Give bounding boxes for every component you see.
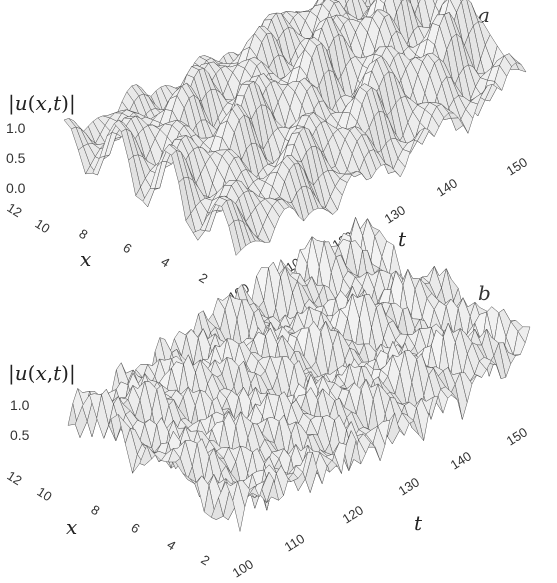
panel-b-zlabel: |u(x,t)| bbox=[8, 361, 76, 386]
panel-b-ttick: 130 bbox=[396, 474, 422, 498]
panel-a-ttick: 130 bbox=[382, 202, 408, 226]
panel-a-tlabel: t bbox=[398, 227, 407, 251]
panel-b: b |u(x,t)| 1.0 0.5 12 10 8 6 4 2 x 100 1… bbox=[4, 216, 531, 581]
panel-a-xtick: 4 bbox=[158, 254, 172, 271]
panel-b-xtick: 12 bbox=[4, 468, 24, 488]
surface-a bbox=[63, 0, 527, 256]
panel-b-xtick: 2 bbox=[198, 552, 212, 569]
panel-a-ztick: 0.5 bbox=[6, 150, 26, 166]
panel-a-zlabel: |u(x,t)| bbox=[8, 91, 76, 116]
panel-a-ttick: 140 bbox=[434, 175, 460, 199]
panel-a-ttick: 150 bbox=[504, 154, 530, 178]
panel-b-ttick: 120 bbox=[340, 502, 366, 526]
panel-a-xtick: 6 bbox=[120, 240, 134, 257]
panel-a-xtick: 8 bbox=[76, 226, 90, 243]
panel-b-zlabel-part: ( bbox=[28, 361, 36, 385]
panel-a-zlabel-part: ( bbox=[28, 91, 36, 115]
panel-b-ttick: 140 bbox=[448, 448, 474, 472]
panel-a-zlabel-part: | bbox=[8, 91, 15, 116]
surface-b bbox=[67, 216, 531, 532]
panel-a-zlabel-part: x bbox=[35, 91, 46, 115]
panel-a-xtick: 12 bbox=[4, 200, 24, 220]
panel-a-xlabel: x bbox=[80, 247, 91, 271]
panel-a-zlabel-part: u bbox=[15, 91, 28, 115]
panel-b-zlabel-part: )| bbox=[61, 361, 76, 386]
panel-a-zlabel-part: t bbox=[53, 91, 62, 115]
panel-b-label: b bbox=[478, 281, 491, 305]
panel-a-zlabel-part: )| bbox=[61, 91, 76, 116]
panel-b-xtick: 8 bbox=[88, 502, 102, 519]
panel-b-zlabel-part: x bbox=[35, 361, 46, 385]
panel-b-xlabel: x bbox=[66, 515, 77, 539]
panel-a-label: a bbox=[478, 3, 490, 27]
surface-cell bbox=[344, 0, 349, 5]
panel-a-ztick: 0.0 bbox=[6, 180, 26, 196]
surface-cell bbox=[232, 480, 246, 532]
panel-b-zlabel-part: u bbox=[15, 361, 28, 385]
panel-b-zlabel-part: | bbox=[8, 361, 15, 386]
panel-a-xtick: 10 bbox=[32, 216, 52, 236]
panel-b-zlabel-part: t bbox=[53, 361, 62, 385]
panel-a-ztick: 1.0 bbox=[6, 120, 26, 136]
panel-a: a |u(x,t)| 1.0 0.5 0.0 12 10 8 6 4 2 x 1… bbox=[4, 0, 530, 305]
panel-a-zlabel-part: , bbox=[47, 91, 53, 115]
panel-b-ttick: 100 bbox=[230, 556, 256, 580]
panel-b-ztick: 1.0 bbox=[10, 397, 30, 413]
panel-b-xtick: 6 bbox=[128, 520, 142, 537]
panel-b-zlabel-part: , bbox=[47, 361, 53, 385]
surface-cell bbox=[228, 220, 242, 256]
surface-cell bbox=[432, 0, 438, 6]
panel-b-ttick: 150 bbox=[504, 424, 530, 448]
panel-b-tlabel: t bbox=[414, 511, 423, 535]
panel-a-xtick: 2 bbox=[196, 270, 210, 287]
panel-b-xtick: 10 bbox=[34, 484, 54, 504]
panel-b-ttick: 110 bbox=[282, 531, 308, 555]
panel-b-xtick: 4 bbox=[164, 537, 178, 554]
panel-b-ztick: 0.5 bbox=[10, 427, 30, 443]
